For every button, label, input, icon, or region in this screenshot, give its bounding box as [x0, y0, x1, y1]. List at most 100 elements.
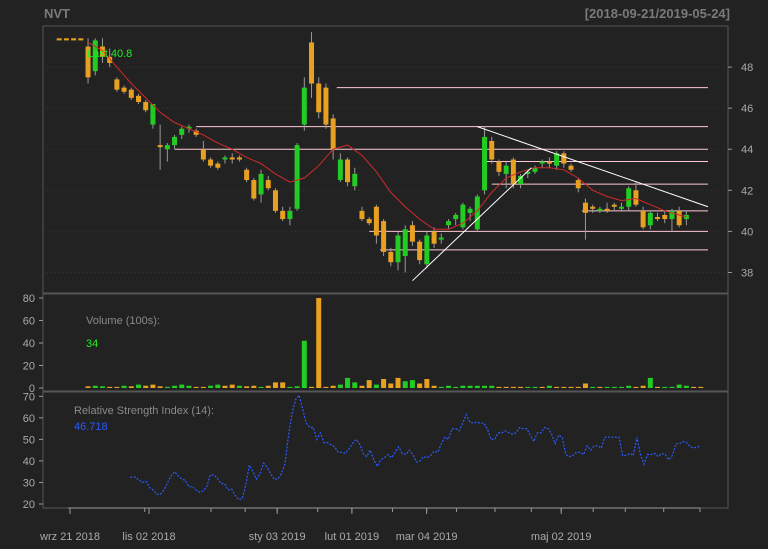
candle-body — [265, 180, 271, 189]
volume-bar — [626, 385, 632, 388]
volume-bar — [143, 385, 149, 388]
volume-bar — [482, 385, 488, 388]
volume-panel: 0 20 40 60 80 Volume (100s): 34 — [23, 293, 729, 395]
volume-bar — [431, 385, 437, 388]
candle-body — [489, 141, 495, 160]
candle-body — [676, 210, 682, 226]
candle-body — [294, 145, 300, 209]
candle-body — [568, 165, 574, 170]
volume-bar — [582, 383, 588, 388]
price-tick-label: 46 — [741, 103, 753, 115]
volume-tick-label: 80 — [23, 293, 35, 305]
candle-body — [626, 188, 632, 207]
candle-body — [424, 235, 430, 265]
symbol-title: NVT — [44, 6, 70, 21]
candle-body — [546, 161, 552, 164]
volume-bar — [395, 377, 401, 388]
volume-bar — [258, 386, 264, 388]
volume-tick-label: 40 — [23, 338, 35, 350]
candle-body — [582, 202, 588, 213]
volume-bar — [215, 384, 221, 388]
volume-tick-label: 20 — [23, 361, 35, 373]
volume-bar — [373, 384, 379, 388]
candle-body — [438, 237, 444, 240]
volume-bar — [489, 385, 495, 388]
volume-bar — [244, 386, 250, 388]
candle-body — [445, 221, 451, 226]
volume-bar — [164, 386, 170, 388]
rsi-tick-label: 40 — [23, 456, 35, 468]
candle-body — [381, 221, 387, 252]
candle-body — [366, 219, 372, 224]
volume-bar — [640, 385, 646, 388]
volume-bar — [272, 382, 278, 388]
candle-body — [222, 157, 228, 160]
candle-body — [518, 175, 524, 185]
candle-body — [460, 204, 466, 228]
volume-bar — [200, 386, 206, 388]
candle-body — [611, 204, 617, 207]
price-tick-label: 42 — [741, 185, 753, 197]
candle-body — [618, 206, 624, 209]
candle-body — [575, 180, 581, 189]
candle-body — [272, 190, 278, 211]
candle-body — [71, 38, 77, 41]
candle-body — [554, 153, 560, 166]
volume-tick-label: 60 — [23, 316, 35, 328]
volume-bar — [496, 386, 502, 388]
candle-body — [215, 163, 221, 168]
price-tick-label: 40 — [741, 226, 753, 238]
volume-bar — [316, 298, 322, 388]
candle-body — [453, 214, 459, 220]
candle-body — [85, 46, 91, 78]
candle-body — [532, 167, 538, 172]
date-range: [2018-09-21/2019-05-24] — [584, 6, 730, 21]
candle-body — [467, 208, 473, 213]
price-panel: 38 40 42 44 46 48 Last 40.8 — [42, 25, 753, 294]
x-tick-label: maj 02 2019 — [531, 531, 592, 543]
volume-bar — [301, 340, 307, 388]
volume-bar — [172, 385, 178, 388]
volume-bar — [157, 386, 163, 388]
candle-body — [431, 231, 437, 244]
candle-body — [409, 225, 415, 242]
volume-bar — [229, 384, 235, 388]
trend-line — [477, 126, 709, 208]
volume-bar — [503, 386, 509, 388]
candle-body — [640, 210, 646, 228]
candle-body — [236, 157, 242, 160]
volume-bar — [467, 385, 473, 388]
volume-bar — [337, 384, 343, 388]
volume-bar — [698, 386, 704, 388]
volume-bar — [539, 386, 545, 388]
candle-body — [352, 173, 358, 187]
candle-body — [388, 251, 394, 263]
volume-bar — [417, 383, 423, 388]
candle-body — [590, 206, 596, 209]
candle-body — [150, 104, 156, 125]
volume-bar — [655, 386, 661, 388]
volume-bar — [647, 377, 653, 388]
candle-body — [316, 83, 322, 113]
candle-body — [193, 130, 199, 135]
volume-bar — [193, 386, 199, 388]
volume-bar — [445, 385, 451, 388]
volume-bar — [662, 386, 668, 388]
volume-bar — [604, 386, 610, 388]
volume-bar — [309, 386, 315, 388]
volume-bar — [294, 386, 300, 388]
candle-body — [402, 229, 408, 257]
candle-body — [301, 87, 307, 125]
volume-bar — [409, 380, 415, 388]
candle-body — [136, 95, 142, 102]
candle-body — [99, 46, 105, 57]
volume-bar — [330, 385, 336, 388]
volume-bar — [554, 386, 560, 388]
volume-bar — [186, 385, 192, 388]
volume-bar — [114, 386, 120, 388]
moving-average-line — [87, 41, 687, 230]
rsi-panel: 20 30 40 50 60 70 Relative Strength Index (14)… — [23, 391, 729, 511]
volume-bar — [323, 386, 329, 388]
x-tick-label: wrz 21 2018 — [39, 531, 100, 543]
